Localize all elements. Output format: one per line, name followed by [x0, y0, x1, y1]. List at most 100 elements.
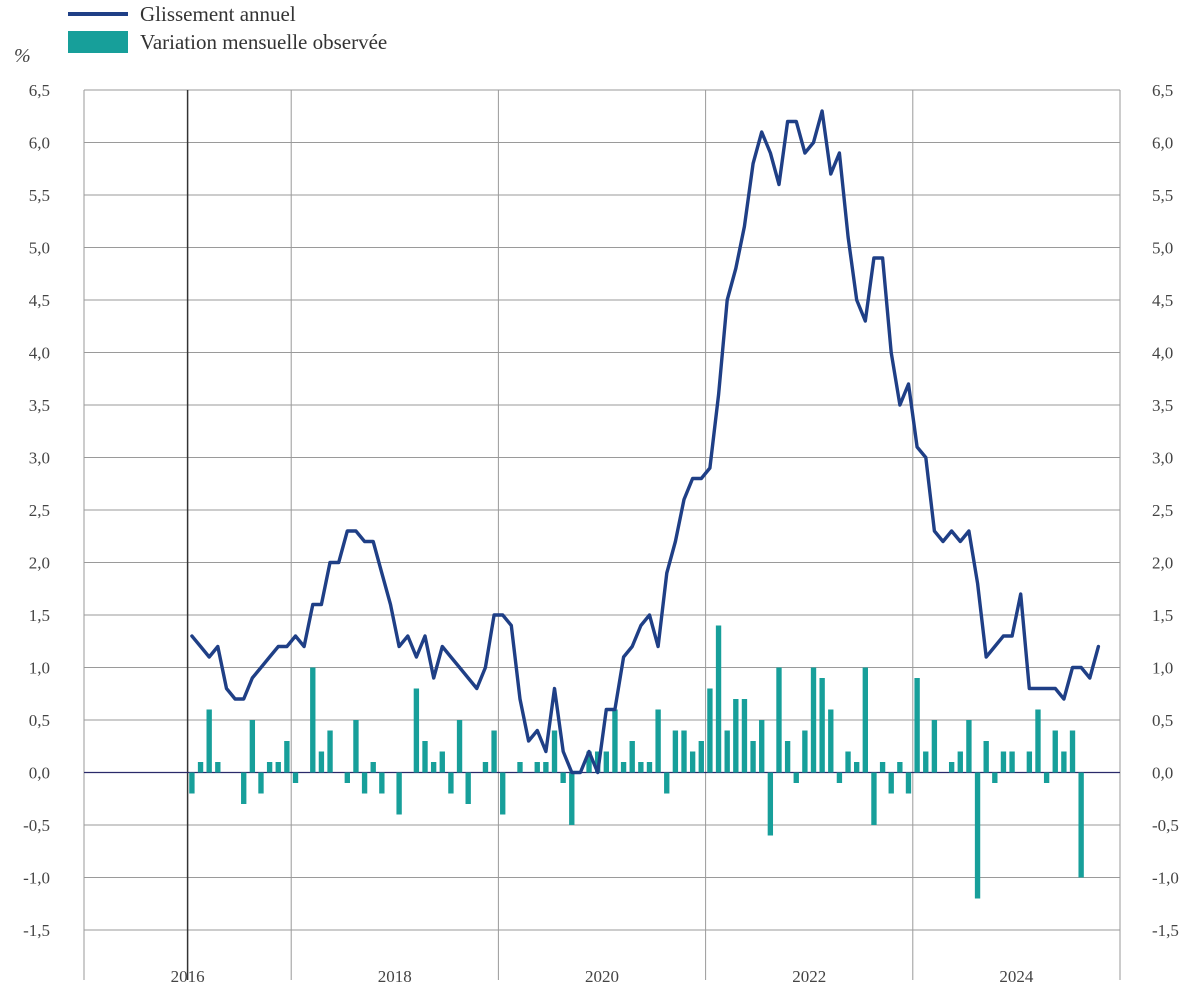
line-annual-change	[190, 109, 1101, 775]
bar-monthly-change	[620, 762, 627, 773]
x-tick-label: 2016	[171, 967, 205, 986]
bar-monthly-change	[379, 772, 385, 794]
bar-monthly-change	[784, 741, 791, 773]
bars-layer	[189, 625, 1084, 899]
bar-monthly-change	[1035, 709, 1041, 773]
bar-monthly-change	[370, 762, 376, 773]
bar-monthly-change	[681, 730, 687, 773]
bar-monthly-change	[612, 709, 618, 773]
y-tick-label-right: -1,5	[1152, 921, 1179, 940]
bar-monthly-change	[689, 751, 696, 773]
x-tick-label: 2020	[585, 967, 619, 986]
y-tick-label-left: -0,5	[23, 816, 50, 835]
bar-monthly-change	[206, 709, 212, 773]
bar-monthly-change	[1043, 772, 1050, 783]
bar-monthly-change	[534, 762, 540, 773]
bar-monthly-change	[543, 762, 549, 773]
bar-monthly-change	[1052, 730, 1058, 773]
bar-monthly-change	[750, 741, 756, 773]
y-tick-label-left: 4,0	[29, 344, 50, 363]
y-tick-label-left: 2,5	[29, 501, 50, 520]
bar-monthly-change	[897, 762, 903, 773]
bar-monthly-change	[957, 751, 963, 773]
bar-monthly-change	[629, 741, 635, 773]
bar-monthly-change	[948, 762, 955, 773]
legend-item-line: Glissement annuel	[68, 0, 387, 28]
y-tick-label-right: 3,5	[1152, 396, 1173, 415]
bar-monthly-change	[905, 772, 912, 794]
chart-legend: Glissement annuel Variation mensuelle ob…	[68, 0, 387, 56]
bar-monthly-change	[854, 762, 860, 773]
y-tick-label-left: -1,5	[23, 921, 50, 940]
y-tick-label-right: 1,5	[1152, 606, 1173, 625]
bar-monthly-change	[966, 720, 972, 773]
bar-monthly-change	[465, 772, 471, 804]
bar-monthly-change	[776, 667, 782, 773]
bar-monthly-change	[551, 730, 558, 773]
y-tick-label-left: 0,5	[29, 711, 50, 730]
bar-monthly-change	[569, 772, 575, 825]
bar-monthly-change	[1069, 730, 1076, 773]
bar-monthly-change	[974, 772, 981, 899]
bar-monthly-change	[767, 772, 774, 836]
x-tick-label: 2022	[792, 967, 826, 986]
bar-monthly-change	[1000, 751, 1007, 773]
y-tick-label-right: 2,0	[1152, 554, 1173, 573]
y-tick-label-left: 6,5	[29, 81, 50, 100]
bar-monthly-change	[923, 751, 929, 773]
bar-monthly-change	[517, 762, 523, 773]
y-tick-label-right: -1,0	[1152, 869, 1179, 888]
legend-bar-label: Variation mensuelle observée	[140, 29, 388, 54]
bar-monthly-change	[698, 741, 704, 773]
y-tick-label-left: 2,0	[29, 554, 50, 573]
bar-monthly-change	[603, 751, 609, 773]
bar-monthly-change	[275, 762, 281, 773]
bar-monthly-change	[266, 762, 273, 773]
bar-monthly-change	[672, 730, 679, 773]
y-tick-label-left: 1,0	[29, 659, 50, 678]
bar-monthly-change	[1009, 751, 1015, 773]
y-tick-label-right: 0,5	[1152, 711, 1173, 730]
bar-monthly-change	[724, 730, 730, 773]
grid-layer	[83, 89, 1121, 980]
bar-monthly-change	[879, 762, 886, 773]
bar-monthly-change	[560, 772, 566, 783]
bar-monthly-change	[430, 762, 437, 773]
bar-monthly-change	[284, 741, 290, 773]
bar-monthly-change	[586, 751, 592, 773]
bar-monthly-change	[992, 772, 998, 783]
bar-monthly-change	[741, 699, 748, 773]
y-tick-label-left: 5,0	[29, 239, 50, 258]
bar-monthly-change	[888, 772, 894, 794]
bar-monthly-change	[422, 741, 428, 773]
bar-monthly-change	[715, 625, 722, 773]
bar-monthly-change	[862, 667, 868, 773]
bar-monthly-change	[456, 720, 463, 773]
bar-monthly-change	[344, 772, 350, 783]
axis-layer: % -1,5 -1,5 -1,0 -1,0 -0,5 -0,5 0,0 0,0 0,5 0,5 1,…	[14, 45, 1179, 986]
bar-monthly-change	[258, 772, 264, 794]
y-tick-label-right: 3,0	[1152, 449, 1173, 468]
y-tick-label-right: 4,0	[1152, 344, 1173, 363]
bar-monthly-change	[802, 730, 808, 773]
y-tick-label-right: 5,5	[1152, 186, 1173, 205]
bar-monthly-change	[1026, 751, 1033, 773]
bar-monthly-change	[828, 709, 834, 773]
y-tick-label-right: 6,5	[1152, 81, 1173, 100]
bar-monthly-change	[793, 772, 799, 783]
bar-monthly-change	[439, 751, 445, 773]
bar-monthly-change	[500, 772, 506, 815]
bar-monthly-change	[819, 678, 825, 773]
y-tick-label-right: 4,5	[1152, 291, 1173, 310]
y-tick-label-right: 5,0	[1152, 239, 1173, 258]
bar-monthly-change	[491, 730, 497, 773]
bar-monthly-change	[646, 762, 653, 773]
bar-monthly-change	[353, 720, 359, 773]
bar-monthly-change	[845, 751, 851, 773]
y-axis-unit-label: %	[14, 45, 31, 67]
bar-monthly-change	[215, 762, 221, 773]
bar-monthly-change	[733, 699, 739, 773]
bar-monthly-change	[249, 720, 256, 773]
bar-monthly-change	[318, 751, 325, 773]
